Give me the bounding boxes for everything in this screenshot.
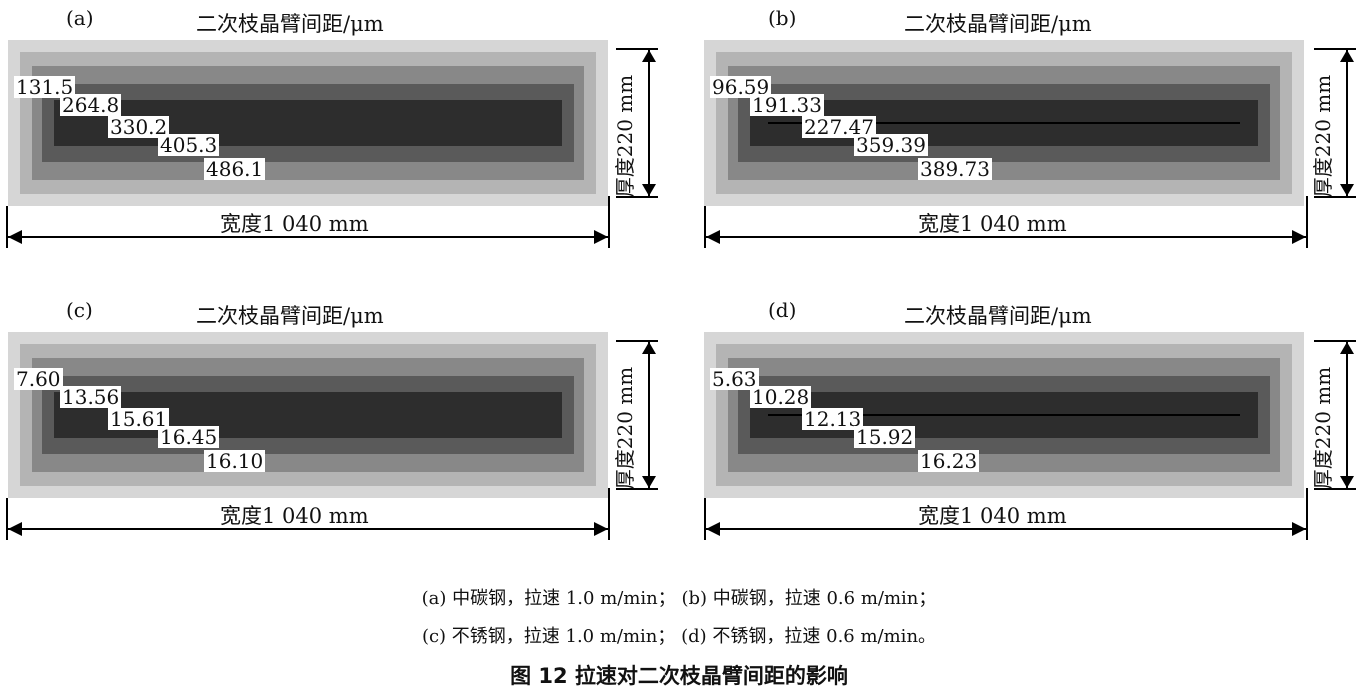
zone-5-value: 486.1 bbox=[204, 157, 266, 181]
zone-3-value: 12.13 bbox=[802, 407, 864, 431]
panel-label: (a) bbox=[66, 6, 94, 30]
width-label: 宽度1 040 mm bbox=[918, 212, 1067, 236]
thickness-tick-top bbox=[616, 340, 658, 342]
arrow-up-icon bbox=[642, 50, 656, 62]
arrow-left-icon bbox=[706, 522, 720, 536]
width-extension-left bbox=[704, 206, 706, 248]
panel-label: (d) bbox=[768, 298, 797, 322]
panel-title: 二次枝晶臂间距/μm bbox=[904, 12, 1092, 36]
width-extension-left bbox=[6, 498, 8, 540]
thickness-tick-bottom bbox=[1314, 488, 1356, 490]
slab-cross-section: 7.60 13.56 15.61 16.45 16.10 bbox=[8, 332, 608, 498]
width-extension-right bbox=[1306, 498, 1308, 540]
zone-4-value: 359.39 bbox=[854, 133, 928, 157]
zone-4-value: 15.92 bbox=[854, 425, 916, 449]
thickness-tick-top bbox=[616, 48, 658, 50]
width-extension-left bbox=[704, 498, 706, 540]
thickness-connector bbox=[608, 196, 610, 208]
zone-1-value: 96.59 bbox=[710, 75, 772, 99]
panel-title: 二次枝晶臂间距/μm bbox=[196, 304, 384, 328]
zone-3-value: 330.2 bbox=[108, 115, 170, 139]
centerline bbox=[768, 414, 1240, 416]
arrow-down-icon bbox=[642, 476, 656, 488]
zone-1-value: 7.60 bbox=[14, 367, 63, 391]
arrow-left-icon bbox=[8, 230, 22, 244]
width-extension-right bbox=[608, 498, 610, 540]
width-extension-right bbox=[1306, 206, 1308, 248]
panel-label: (c) bbox=[66, 298, 93, 322]
thickness-tick-bottom bbox=[1314, 196, 1356, 198]
arrow-right-icon bbox=[1292, 230, 1306, 244]
thickness-dimension-line bbox=[1346, 50, 1348, 196]
width-dimension-line bbox=[8, 528, 610, 530]
arrow-down-icon bbox=[1340, 184, 1354, 196]
panel-c: (c) 二次枝晶臂间距/μm 7.60 13.56 15.61 16.45 16… bbox=[0, 292, 660, 562]
slab-cross-section: 96.59 191.33 227.47 359.39 389.73 bbox=[704, 40, 1304, 206]
width-extension-right bbox=[608, 206, 610, 248]
panel-a: (a) 二次枝晶臂间距/μm 131.5 264.8 330.2 405.3 4… bbox=[0, 0, 660, 270]
width-label: 宽度1 040 mm bbox=[220, 212, 369, 236]
zone-5-value: 389.73 bbox=[918, 157, 992, 181]
zone-4-value: 405.3 bbox=[158, 133, 220, 157]
width-dimension-line bbox=[706, 528, 1308, 530]
slab-cross-section: 131.5 264.8 330.2 405.3 486.1 bbox=[8, 40, 608, 206]
arrow-left-icon bbox=[8, 522, 22, 536]
zone-2-value: 264.8 bbox=[60, 93, 122, 117]
arrow-down-icon bbox=[642, 184, 656, 196]
thickness-label: 厚度220 mm bbox=[613, 74, 637, 198]
width-label: 宽度1 040 mm bbox=[918, 504, 1067, 528]
thickness-dimension-line bbox=[1346, 342, 1348, 488]
thickness-tick-bottom bbox=[616, 196, 658, 198]
thickness-connector bbox=[1306, 196, 1308, 208]
zone-2-value: 10.28 bbox=[750, 385, 812, 409]
thickness-tick-top bbox=[1314, 340, 1356, 342]
width-extension-left bbox=[6, 206, 8, 248]
centerline bbox=[768, 122, 1240, 124]
caption-line-2: (c) 不锈钢，拉速 1.0 m/min； (d) 不锈钢，拉速 0.6 m/m… bbox=[421, 626, 937, 647]
thickness-tick-top bbox=[1314, 48, 1356, 50]
arrow-right-icon bbox=[594, 230, 608, 244]
zone-1-value: 5.63 bbox=[710, 367, 759, 391]
panel-b: (b) 二次枝晶臂间距/μm 96.59 191.33 227.47 359.3… bbox=[698, 0, 1358, 270]
figure-title: 图 12 拉速对二次枝晶臂间距的影响 bbox=[510, 664, 848, 688]
arrow-right-icon bbox=[1292, 522, 1306, 536]
thickness-connector bbox=[608, 488, 610, 500]
zone-5-value: 16.10 bbox=[204, 449, 266, 473]
thickness-label: 厚度220 mm bbox=[613, 366, 637, 490]
arrow-up-icon bbox=[1340, 50, 1354, 62]
zone-2-value: 13.56 bbox=[60, 385, 122, 409]
zone-4-value: 16.45 bbox=[158, 425, 220, 449]
thickness-label: 厚度220 mm bbox=[1311, 74, 1335, 198]
zone-3-value: 15.61 bbox=[108, 407, 170, 431]
zone-5-value: 16.23 bbox=[918, 449, 980, 473]
thickness-tick-bottom bbox=[616, 488, 658, 490]
thickness-dimension-line bbox=[648, 50, 650, 196]
slab-cross-section: 5.63 10.28 12.13 15.92 16.23 bbox=[704, 332, 1304, 498]
thickness-connector bbox=[1306, 488, 1308, 500]
caption-line-1: (a) 中碳钢，拉速 1.0 m/min； (b) 中碳钢，拉速 0.6 m/m… bbox=[421, 588, 937, 609]
arrow-left-icon bbox=[706, 230, 720, 244]
thickness-label: 厚度220 mm bbox=[1311, 366, 1335, 490]
zone-2-value: 191.33 bbox=[750, 93, 824, 117]
arrow-right-icon bbox=[594, 522, 608, 536]
zone-3-value: 227.47 bbox=[802, 115, 876, 139]
panel-label: (b) bbox=[768, 6, 797, 30]
panel-d: (d) 二次枝晶臂间距/μm 5.63 10.28 12.13 15.92 16… bbox=[698, 292, 1358, 562]
panel-title: 二次枝晶臂间距/μm bbox=[196, 12, 384, 36]
thickness-dimension-line bbox=[648, 342, 650, 488]
width-label: 宽度1 040 mm bbox=[220, 504, 369, 528]
panel-title: 二次枝晶臂间距/μm bbox=[904, 304, 1092, 328]
zone-1-value: 131.5 bbox=[14, 75, 76, 99]
arrow-up-icon bbox=[642, 342, 656, 354]
arrow-up-icon bbox=[1340, 342, 1354, 354]
width-dimension-line bbox=[706, 236, 1308, 238]
arrow-down-icon bbox=[1340, 476, 1354, 488]
width-dimension-line bbox=[8, 236, 610, 238]
